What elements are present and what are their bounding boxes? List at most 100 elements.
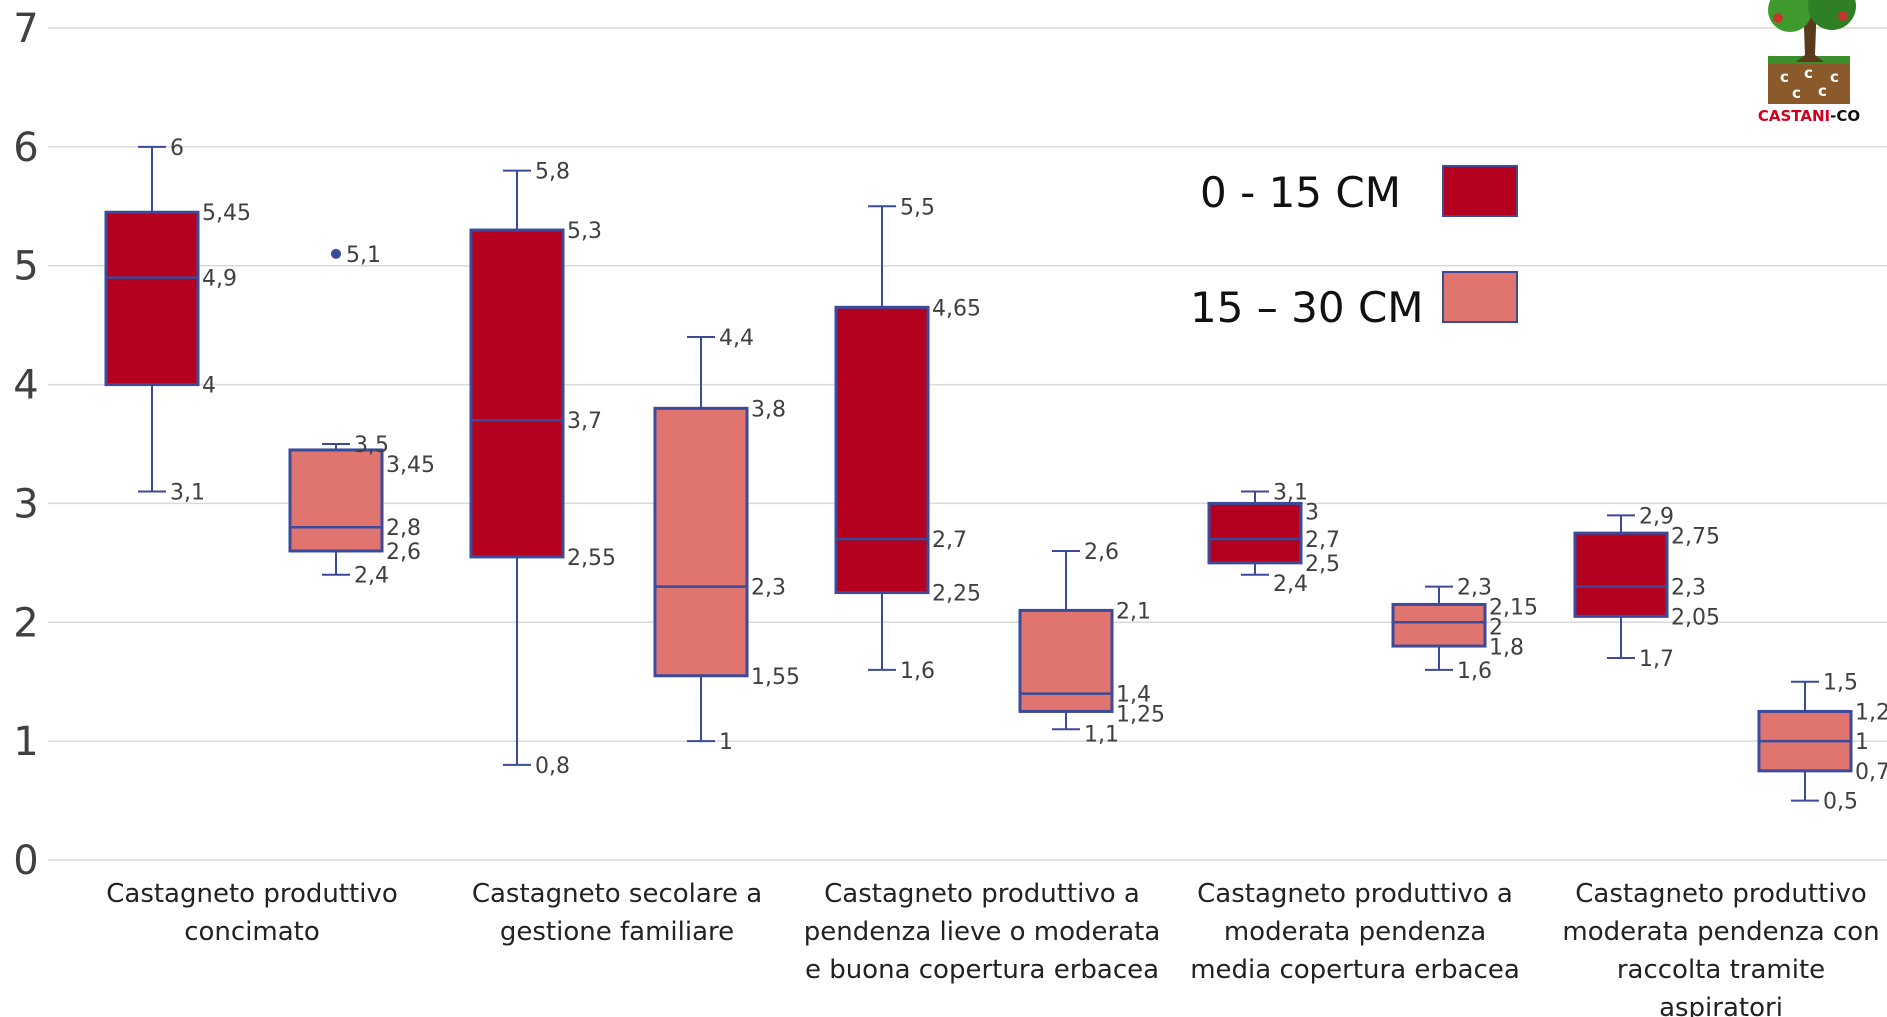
logo-wordmark: CASTANI-CO xyxy=(1758,107,1860,125)
category-label: Castagneto produttivo a xyxy=(824,879,1140,909)
data-label: 4,9 xyxy=(202,267,237,292)
category-label: concimato xyxy=(184,917,320,947)
data-label: 2 xyxy=(1489,616,1503,641)
category-label: gestione familiare xyxy=(500,917,734,947)
box-iqr xyxy=(469,228,565,559)
logo-canopy-left xyxy=(1768,0,1812,32)
category-label: raccolta tramite xyxy=(1617,955,1825,985)
data-label: 1,1 xyxy=(1084,723,1119,748)
data-label: 1,55 xyxy=(751,665,800,690)
category-label: moderata pendenza con xyxy=(1562,917,1879,947)
category-label: aspiratori xyxy=(1659,993,1783,1017)
castani-co-logo: c c c c c CASTANI-CO xyxy=(1758,0,1860,128)
data-label: 2,7 xyxy=(1305,528,1340,553)
y-tick-label: 7 xyxy=(13,6,38,52)
data-label: 1,6 xyxy=(1457,659,1492,684)
category-labels: Castagneto produttivo concimato Castagneto… xyxy=(106,879,1879,1017)
category-label: Castagneto secolare a xyxy=(472,879,762,909)
data-label: 2,05 xyxy=(1671,605,1720,630)
y-tick-label: 5 xyxy=(13,244,38,290)
box-series1-group4: 3,132,72,52,4 xyxy=(1207,481,1340,597)
category-label: Castagneto produttivo xyxy=(106,879,398,909)
box-iqr xyxy=(104,210,200,387)
legend-swatch-15-30 xyxy=(1442,271,1518,323)
data-label: 2,3 xyxy=(1671,576,1706,601)
data-label: 0,8 xyxy=(535,754,570,779)
y-tick-label: 6 xyxy=(13,125,38,171)
data-label: 3,7 xyxy=(567,409,602,434)
y-tick-label: 2 xyxy=(13,600,38,646)
category-label: Castagneto produttivo xyxy=(1575,879,1867,909)
data-label: 4,4 xyxy=(719,326,754,351)
data-label: 2,6 xyxy=(1084,540,1119,565)
data-label: 1,4 xyxy=(1116,683,1151,708)
data-label: 2,55 xyxy=(567,546,616,571)
category-label: Castagneto produttivo a xyxy=(1197,879,1513,909)
data-label: 5,8 xyxy=(535,160,570,185)
data-label: 4 xyxy=(202,374,216,399)
box-series2-group5: 1,5 1,25 1 0,75 0,5 xyxy=(1757,671,1887,815)
logo-wordmark-co: -CO xyxy=(1830,107,1860,125)
data-label: 1,25 xyxy=(1855,700,1887,725)
boxes: 6 5,45 4,9 4 3,1 5,8 5,3 3,7 2,55 0,8 5,5 4,65 2,7 2,… xyxy=(104,136,1887,815)
data-label: 1 xyxy=(1855,730,1869,755)
category-label: media copertura erbacea xyxy=(1190,955,1520,985)
box-iqr xyxy=(1207,501,1303,565)
legend: 0 - 15 CM 15 – 30 CM xyxy=(1190,165,1518,332)
data-label: 2,7 xyxy=(932,528,967,553)
data-label: 0,75 xyxy=(1855,760,1887,785)
legend-label-15-30: 15 – 30 CM xyxy=(1190,283,1424,332)
data-label: 2,1 xyxy=(1116,599,1151,624)
data-label: 3,5 xyxy=(354,433,389,458)
category-label: pendenza lieve o moderata xyxy=(804,917,1161,947)
data-label: 2,15 xyxy=(1489,596,1538,621)
outlier-label: 5,1 xyxy=(346,243,381,268)
y-tick-label: 4 xyxy=(13,363,38,409)
data-label: 2,4 xyxy=(354,564,389,589)
box-iqr xyxy=(1018,608,1114,713)
data-label: 1,25 xyxy=(1116,703,1165,728)
data-label: 1,7 xyxy=(1639,647,1674,672)
data-label: 3,1 xyxy=(170,481,205,506)
box-series1-group3: 5,5 4,65 2,7 2,25 1,6 xyxy=(834,195,981,684)
box-series1-group1: 6 5,45 4,9 4 3,1 xyxy=(104,136,251,506)
data-label: 2,3 xyxy=(751,576,786,601)
data-label: 6 xyxy=(170,136,184,161)
data-label: 1,8 xyxy=(1489,636,1524,661)
box-iqr xyxy=(1573,531,1669,618)
box-iqr xyxy=(653,406,749,678)
box-series2-group1: 3,53,45 2,82,62,4 5,1 xyxy=(288,243,435,589)
data-label: 5,45 xyxy=(202,201,251,226)
data-label: 1,6 xyxy=(900,659,935,684)
logo-soil-letter: c xyxy=(1804,64,1813,82)
box-series1-group2: 5,8 5,3 3,7 2,55 0,8 xyxy=(469,160,616,779)
logo-soil-letter: c xyxy=(1830,68,1839,86)
box-iqr xyxy=(1391,602,1487,648)
logo-soil-letter: c xyxy=(1818,82,1827,100)
logo-wordmark-stani: STANI xyxy=(1781,107,1831,125)
logo-wordmark-ca: CA xyxy=(1758,107,1781,125)
logo-trunk xyxy=(1796,0,1824,62)
data-label: 3,1 xyxy=(1273,481,1308,506)
data-label: 2,3 xyxy=(1457,576,1492,601)
data-label: 0,5 xyxy=(1823,790,1858,815)
data-label: 5,5 xyxy=(900,195,935,220)
logo-wordmark-bg xyxy=(1762,104,1856,128)
category-label: e buona copertura erbacea xyxy=(805,955,1159,985)
data-label: 2,8 xyxy=(386,516,421,541)
data-label: 5,3 xyxy=(567,219,602,244)
box-series1-group5: 2,92,75 2,3 2,05 1,7 xyxy=(1573,504,1720,672)
logo-chestnut xyxy=(1838,11,1848,21)
outlier-point xyxy=(331,248,341,259)
logo-soil-letter: c xyxy=(1780,68,1789,86)
logo-soil-letter: c xyxy=(1792,84,1801,102)
data-label: 2,4 xyxy=(1273,572,1308,597)
y-tick-label: 3 xyxy=(13,481,38,527)
box-series2-group3: 2,6 2,1 1,41,251,1 xyxy=(1018,540,1165,748)
data-label: 1,5 xyxy=(1823,671,1858,696)
data-label: 2,9 xyxy=(1639,504,1674,529)
data-label: 4,65 xyxy=(932,296,981,321)
legend-label-0-15: 0 - 15 CM xyxy=(1200,168,1401,217)
